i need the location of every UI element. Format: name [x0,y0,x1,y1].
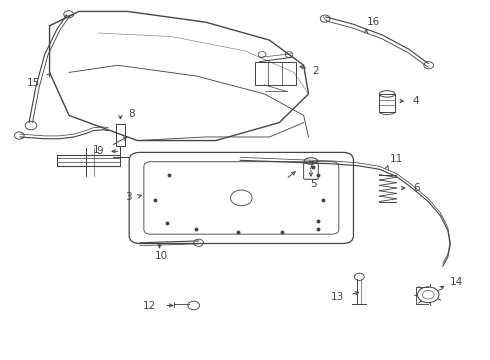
Text: 14: 14 [450,277,463,287]
Text: 2: 2 [313,66,319,76]
Text: 9: 9 [97,146,103,156]
Text: 15: 15 [27,78,41,88]
Text: 16: 16 [367,17,380,27]
Text: 5: 5 [310,179,317,189]
Text: 13: 13 [331,292,344,302]
Text: 7: 7 [307,161,314,171]
Text: 3: 3 [125,192,132,202]
Text: 6: 6 [414,183,420,193]
Text: 11: 11 [390,154,403,164]
Text: 8: 8 [128,109,134,120]
Bar [116,125,125,146]
Text: 10: 10 [155,251,168,261]
Bar [379,94,395,112]
Text: 4: 4 [412,96,419,106]
Text: 1: 1 [93,144,99,154]
Text: 12: 12 [143,301,156,311]
